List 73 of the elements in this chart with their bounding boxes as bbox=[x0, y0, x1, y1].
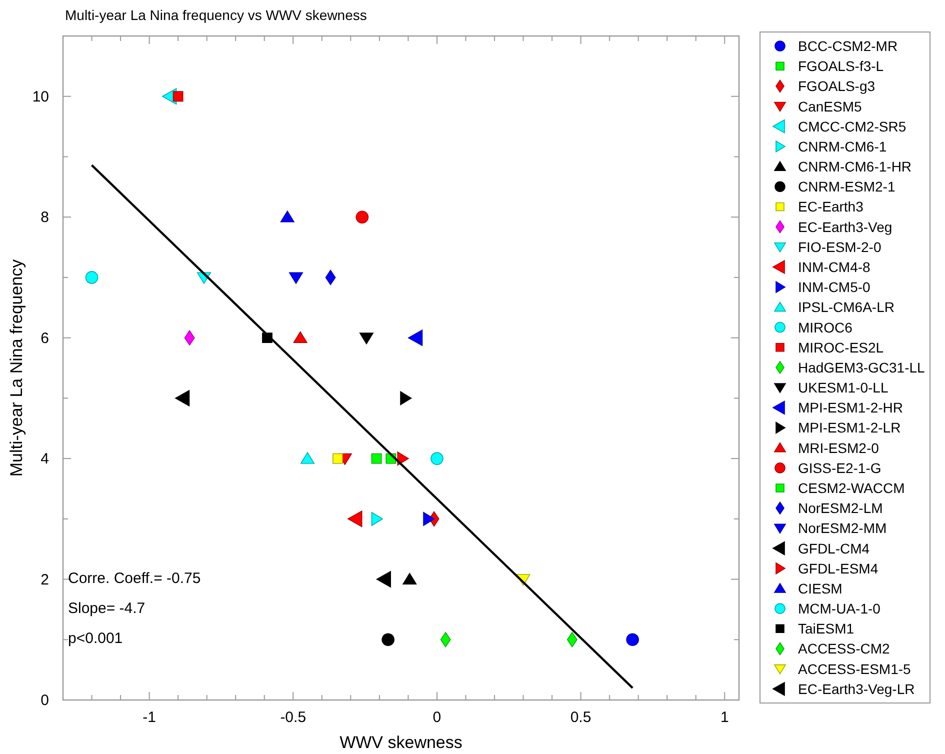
legend-label: BCC-CSM2-MR bbox=[798, 38, 898, 54]
legend-label: EC-Earth3-Veg-LR bbox=[798, 680, 915, 697]
legend-label: IPSL-CM6A-LR bbox=[798, 299, 894, 316]
legend-label: HadGEM3-GC31-LL bbox=[798, 359, 926, 376]
point bbox=[289, 272, 304, 284]
y-tick-label: 8 bbox=[40, 209, 49, 226]
point bbox=[440, 632, 451, 648]
x-tick-label: -0.5 bbox=[280, 709, 306, 726]
point bbox=[400, 391, 412, 406]
legend-label: CNRM-CM6-1 bbox=[798, 138, 887, 154]
point bbox=[371, 453, 382, 464]
x-axis-title: WWV skewness bbox=[340, 733, 462, 752]
point bbox=[430, 452, 444, 465]
x-tick-label: 1 bbox=[720, 709, 729, 726]
legend-label: ACCESS-CM2 bbox=[798, 640, 890, 657]
chart-title: Multi-year La Nina frequency vs WWV skewness bbox=[65, 7, 367, 23]
point bbox=[359, 332, 374, 344]
legend-label: FGOALS-f3-L bbox=[798, 58, 884, 74]
legend-label: CNRM-ESM2-1 bbox=[798, 178, 896, 195]
legend-label: ACCESS-ESM1-5 bbox=[798, 660, 912, 677]
legend-label: MIROC-ES2L bbox=[798, 339, 884, 356]
annotation: Corre. Coeff.= -0.75 bbox=[68, 570, 201, 587]
legend-label: INM-CM5-0 bbox=[798, 279, 871, 296]
point bbox=[85, 271, 98, 284]
point bbox=[356, 210, 369, 224]
legend-label: TaiESM1 bbox=[798, 620, 854, 637]
legend-label: EC-Earth3 bbox=[798, 198, 864, 215]
point bbox=[382, 633, 394, 646]
y-tick-label: 10 bbox=[32, 88, 49, 106]
point bbox=[371, 512, 383, 526]
legend-label: FIO-ESM-2-0 bbox=[798, 238, 882, 255]
legend-label: FGOALS-g3 bbox=[798, 78, 876, 94]
y-axis-title: Multi-year La Nina frequency bbox=[7, 258, 26, 477]
legend-label: MPI-ESM1-2-LR bbox=[798, 420, 901, 436]
legend-label: NorESM2-LM bbox=[798, 500, 883, 516]
legend-label: EC-Earth3-Veg bbox=[798, 218, 892, 235]
legend-label: MRI-ESM2-0 bbox=[798, 440, 880, 456]
legend-label: MCM-UA-1-0 bbox=[798, 600, 881, 617]
legend-label: CNRM-CM6-1-HR bbox=[798, 158, 912, 175]
x-tick-label: 0.5 bbox=[570, 709, 592, 726]
point bbox=[175, 390, 190, 406]
annotation: Slope= -4.7 bbox=[68, 600, 146, 617]
point bbox=[293, 331, 308, 344]
legend-label: GISS-E2-1-G bbox=[798, 460, 882, 476]
legend-label: GFDL-CM4 bbox=[798, 540, 870, 556]
point bbox=[408, 330, 423, 346]
legend-label: CanESM5 bbox=[798, 98, 862, 114]
y-tick-label: 2 bbox=[40, 571, 49, 588]
point bbox=[332, 453, 343, 464]
y-tick-label: 6 bbox=[40, 330, 49, 347]
point bbox=[172, 91, 184, 102]
legend-label: CESM2-WACCM bbox=[798, 480, 905, 496]
legend-label: GFDL-ESM4 bbox=[798, 560, 878, 576]
point bbox=[566, 632, 578, 648]
x-tick-label: 0 bbox=[432, 709, 442, 726]
legend-label: MIROC6 bbox=[798, 319, 853, 336]
legend-label: CIESM bbox=[798, 580, 842, 596]
legend-label: NorESM2-MM bbox=[798, 520, 887, 536]
y-tick-label: 4 bbox=[40, 450, 49, 468]
point bbox=[184, 330, 195, 346]
legend-label: MPI-ESM1-2-HR bbox=[798, 400, 904, 416]
y-tick-label: 0 bbox=[40, 692, 49, 709]
point bbox=[348, 510, 362, 528]
point bbox=[280, 210, 294, 222]
point bbox=[423, 512, 435, 526]
legend-label: CMCC-CM2-SR5 bbox=[798, 118, 906, 134]
point bbox=[626, 633, 639, 646]
legend-label: UKESM1-0-LL bbox=[798, 380, 888, 396]
x-tick-label: -1 bbox=[142, 709, 156, 726]
point bbox=[402, 572, 417, 584]
legend-label: INM-CM4-8 bbox=[798, 259, 871, 275]
annotation: p<0.001 bbox=[68, 630, 123, 647]
point bbox=[300, 452, 315, 464]
